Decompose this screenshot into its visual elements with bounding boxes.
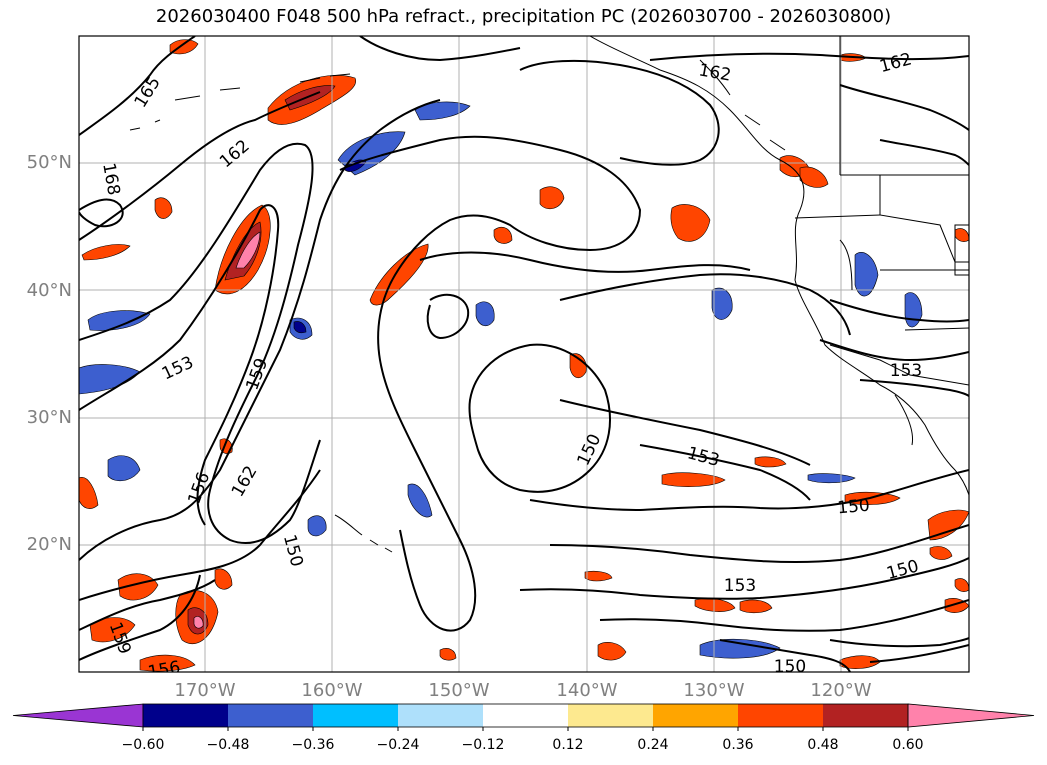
contour-label: 168 (98, 161, 123, 196)
contour-label: 156 (184, 470, 214, 507)
colorbar-tick-label: 0.48 (807, 737, 839, 753)
precipitation-shading (79, 39, 969, 672)
colorbar-segment (738, 704, 823, 727)
colorbar-tick-label: 0.12 (552, 737, 584, 753)
colorbar-tick-label: −0.24 (376, 737, 420, 753)
lon-label: 160°W (301, 680, 363, 701)
contour-label: 162 (697, 60, 732, 85)
map-frame (78, 35, 970, 673)
lat-label: 20°N (26, 534, 72, 555)
colorbar-border (142, 703, 909, 728)
colorbar-segment (568, 704, 653, 727)
colorbar-tick-label: 0.60 (892, 737, 924, 753)
lon-label: 170°W (174, 680, 236, 701)
lat-label: 30°N (26, 407, 72, 428)
contour-label: 150 (837, 496, 871, 519)
colorbar-tick-label: −0.48 (206, 737, 250, 753)
colorbar-tick-label: −0.12 (461, 737, 505, 753)
contour-label: 162 (877, 49, 914, 77)
coastlines (129, 36, 969, 553)
colorbar-segment (653, 704, 738, 727)
contour-label: 150 (774, 657, 806, 677)
contour-label: 156 (146, 657, 181, 682)
contour-label: 153 (159, 353, 197, 385)
colorbar-segment (313, 704, 398, 727)
map-title: 2026030400 F048 500 hPa refract., precip… (155, 6, 892, 27)
colorbar-segment (228, 704, 313, 727)
lat-label: 50°N (26, 152, 72, 173)
contour-label: 159 (242, 356, 272, 393)
colorbar-segment (823, 704, 908, 727)
colorbar-extend-high (907, 703, 1035, 728)
colorbar-segment (143, 704, 228, 727)
contour-label: 150 (279, 532, 307, 569)
lon-label: 150°W (428, 680, 490, 701)
colorbar-tick-label: −0.60 (121, 737, 165, 753)
colorbar-tick-label: 0.24 (637, 737, 669, 753)
map-area: 165 168 162 162 162 153 159 156 162 150 … (79, 36, 969, 682)
lat-label: 40°N (26, 280, 72, 301)
lon-label: 120°W (810, 680, 872, 701)
contour-label: 165 (131, 73, 165, 111)
colorbar-tick-label: 0.36 (722, 737, 754, 753)
lon-label: 130°W (683, 680, 745, 701)
colorbar-segment (483, 704, 568, 727)
graticule (79, 36, 969, 672)
lon-label: 140°W (556, 680, 618, 701)
colorbar-extend-low (12, 703, 144, 728)
contour-label: 153 (890, 361, 922, 381)
contour-label: 150 (884, 556, 921, 584)
height-contours (79, 36, 969, 672)
colorbar (12, 703, 1035, 731)
colorbar-segments (12, 703, 1035, 731)
contour-label: 153 (724, 576, 756, 596)
contour-label: 162 (216, 136, 254, 172)
colorbar-segment (398, 704, 483, 727)
contour-label: 153 (685, 443, 722, 471)
contour-label: 150 (574, 431, 606, 469)
colorbar-tick-label: −0.36 (291, 737, 335, 753)
contour-label: 162 (228, 462, 262, 500)
